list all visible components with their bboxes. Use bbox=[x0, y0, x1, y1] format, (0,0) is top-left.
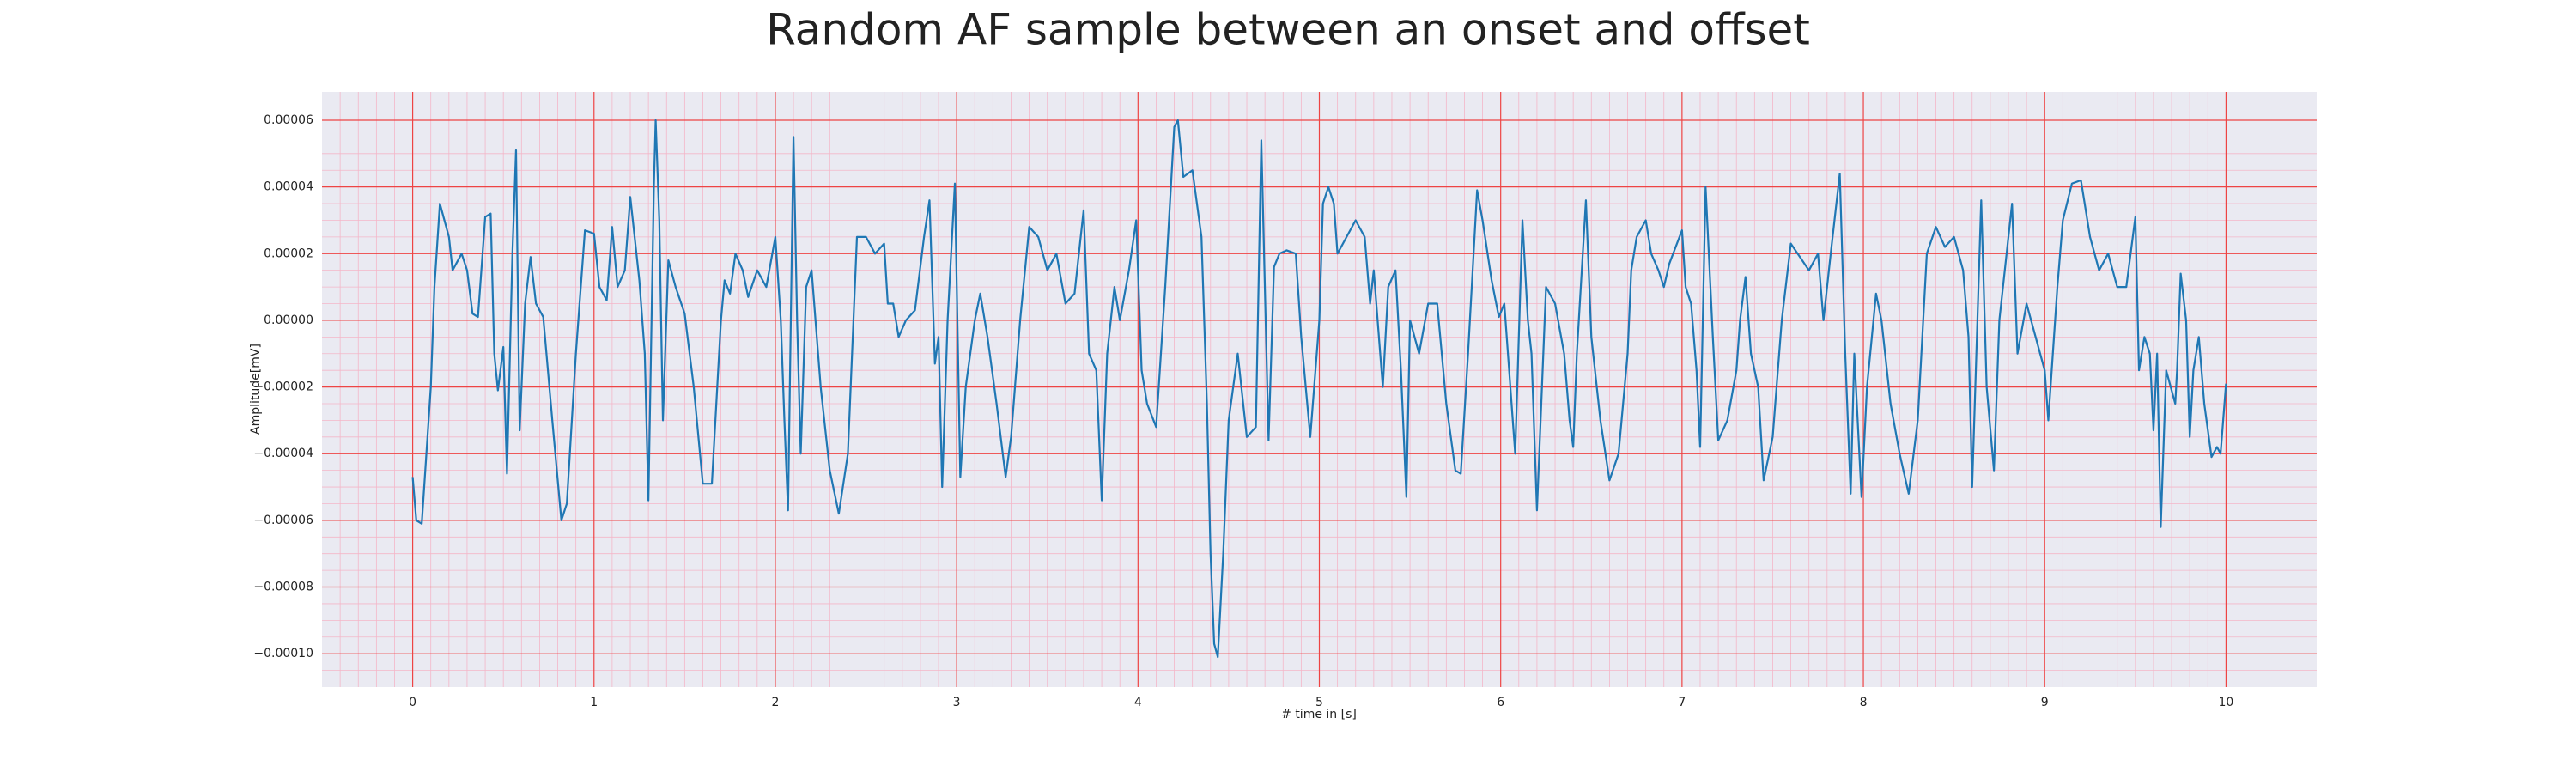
x-tick-label: 4 bbox=[1134, 696, 1142, 709]
y-tick-label: −0.00010 bbox=[253, 647, 313, 660]
y-tick-label: 0.00002 bbox=[264, 247, 313, 260]
x-tick-label: 10 bbox=[2218, 696, 2233, 709]
x-tick-label: 8 bbox=[1860, 696, 1868, 709]
x-tick-label: 3 bbox=[953, 696, 961, 709]
line-series bbox=[411, 119, 2227, 659]
x-tick-label: 5 bbox=[1315, 696, 1323, 709]
chart-title: Random AF sample between an onset and of… bbox=[766, 5, 1810, 55]
y-tick-label: 0.00004 bbox=[264, 180, 313, 194]
x-tick-label: 1 bbox=[590, 696, 598, 709]
y-tick-label: −0.00004 bbox=[253, 447, 313, 460]
y-tick-label: 0.00000 bbox=[264, 313, 313, 327]
x-tick-label: 2 bbox=[771, 696, 779, 709]
x-tick-label: 7 bbox=[1678, 696, 1686, 709]
x-tick-label: 9 bbox=[2041, 696, 2049, 709]
x-tick-label: 0 bbox=[409, 696, 416, 709]
y-tick-label: −0.00006 bbox=[253, 514, 313, 527]
y-axis-label: Amplitude[mV] bbox=[249, 344, 263, 435]
y-tick-label: −0.00008 bbox=[253, 581, 313, 594]
x-axis-label: # time in [s] bbox=[1281, 708, 1357, 721]
y-tick-label: −0.00002 bbox=[253, 380, 313, 394]
y-tick-label: 0.00006 bbox=[264, 113, 313, 127]
x-tick-label: 6 bbox=[1497, 696, 1504, 709]
